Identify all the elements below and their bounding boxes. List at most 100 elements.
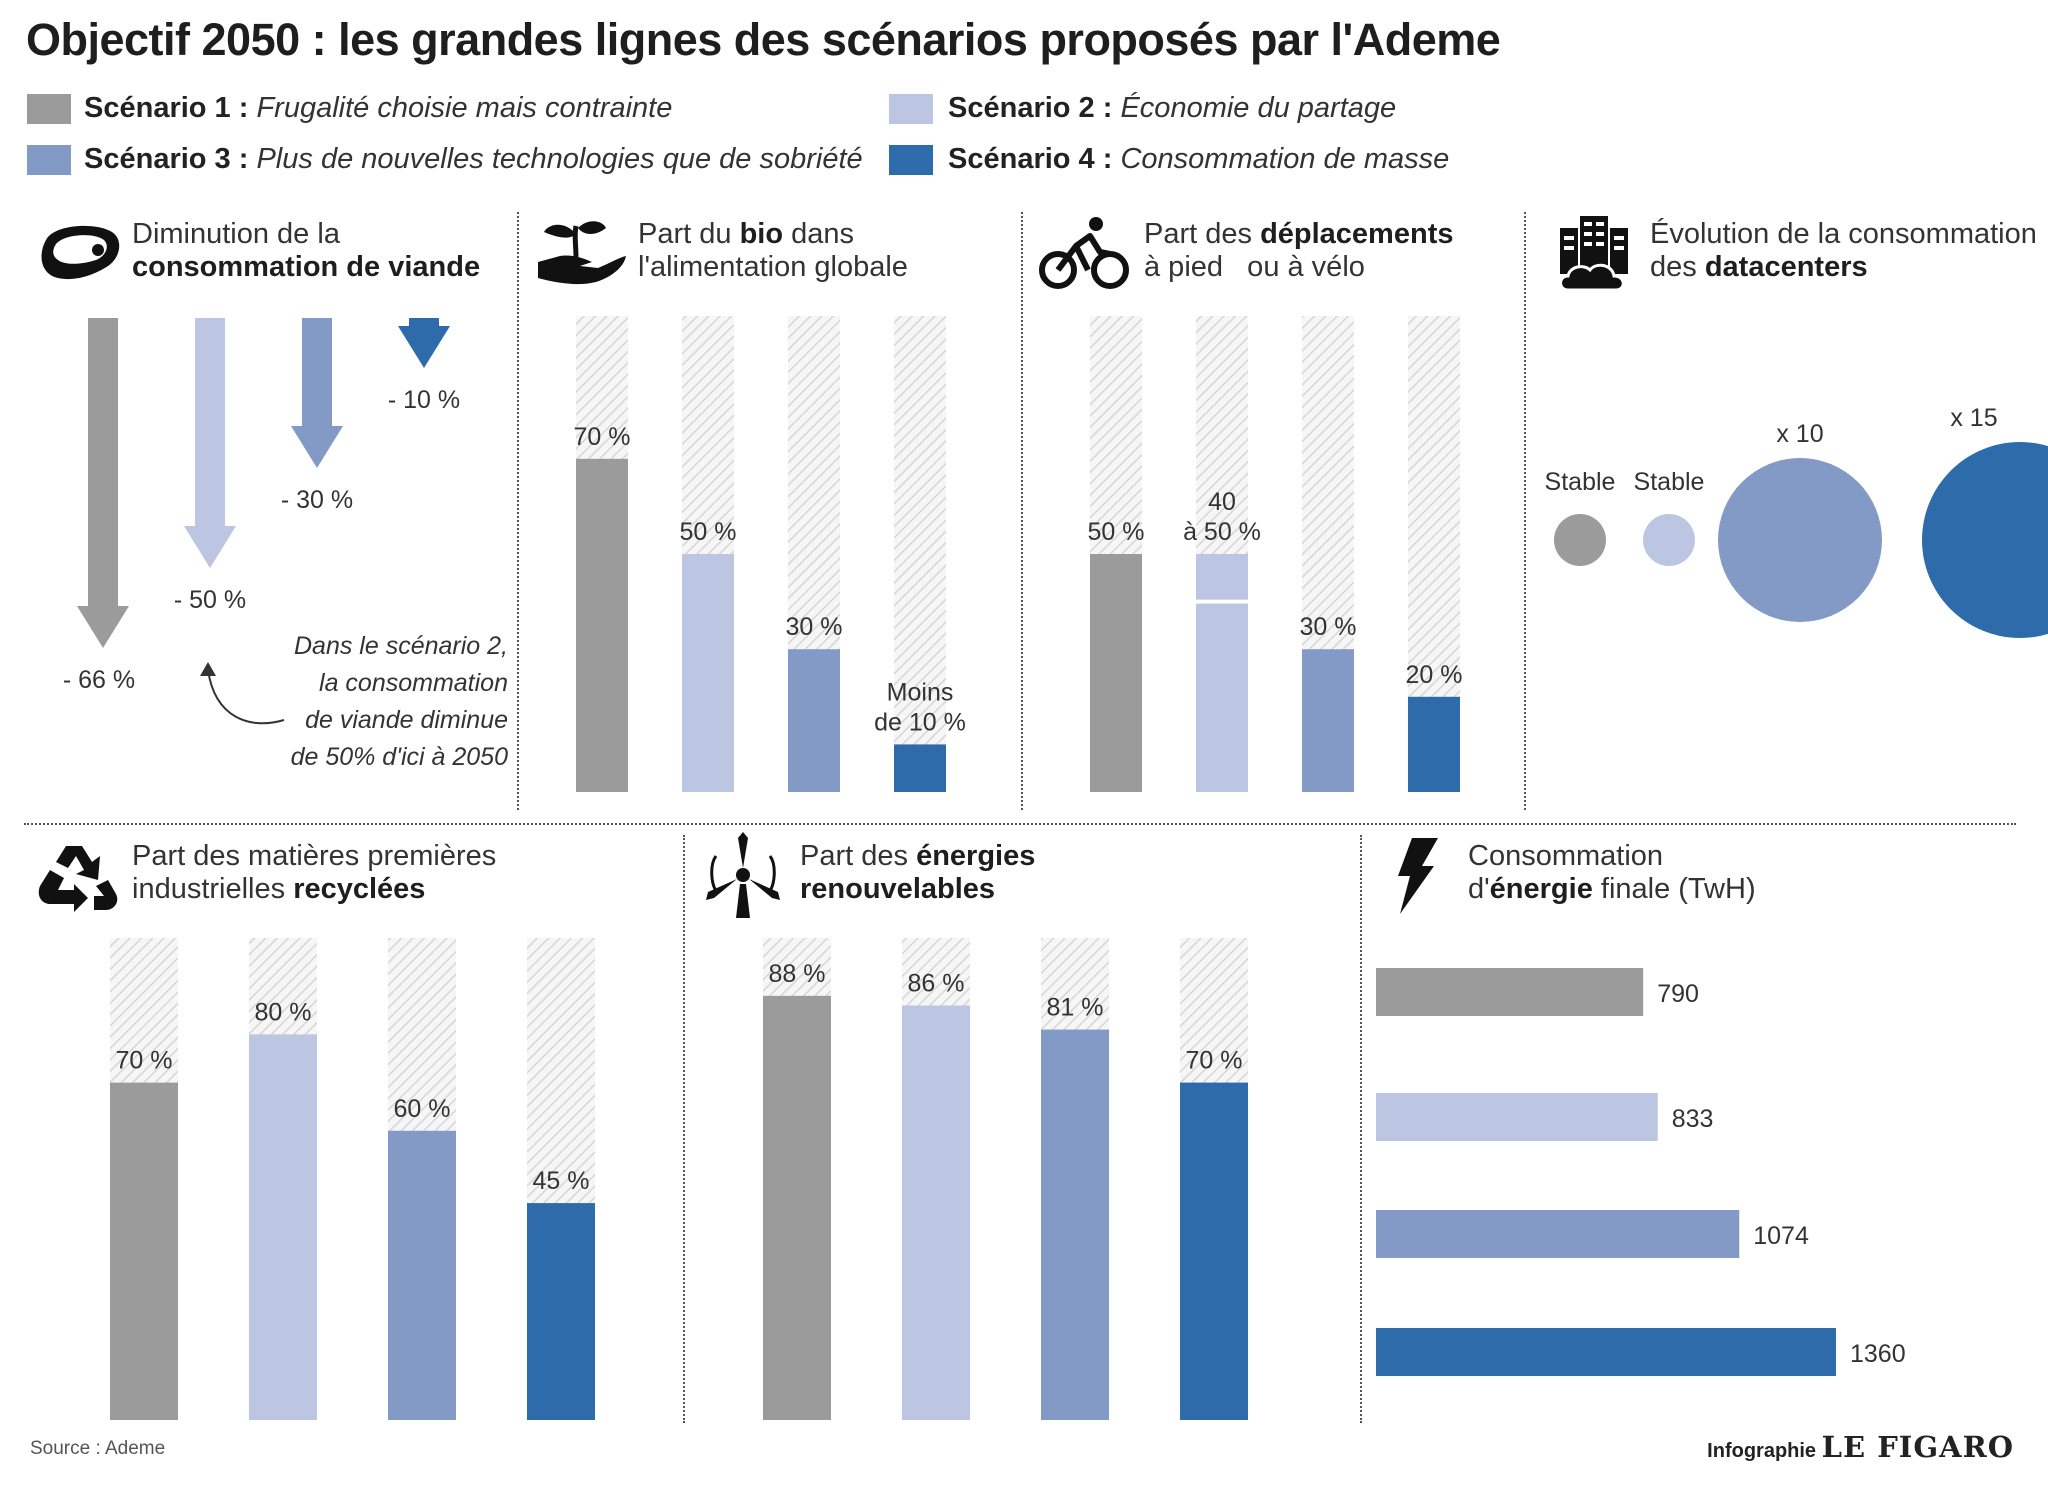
bar bbox=[249, 1034, 317, 1420]
legend-swatch-s1 bbox=[27, 94, 71, 124]
bar-label: 40 bbox=[1208, 488, 1236, 516]
hbar bbox=[1376, 968, 1644, 1016]
lightning-icon bbox=[1398, 838, 1438, 914]
panel-title-datacenters: Évolution de la consommation des datacent… bbox=[1650, 218, 2037, 283]
chart-energies: 88 % 86 % 81 % 70 % bbox=[763, 938, 1248, 1420]
hbar-label: 1360 bbox=[1850, 1340, 1906, 1368]
bar-label: 81 % bbox=[1047, 994, 1104, 1022]
separator bbox=[1021, 212, 1023, 810]
legend-item-s2: Scénario 2 : Économie du partage bbox=[948, 92, 1397, 124]
bar-label: 70 % bbox=[116, 1047, 173, 1075]
bar bbox=[1090, 554, 1142, 792]
panel-title-bio: Part du bio dans l'alimentation globale bbox=[638, 218, 908, 283]
panel-title-recyclees: Part des matières premières industrielles… bbox=[132, 840, 497, 905]
datacenter-label: x 15 bbox=[1950, 404, 1997, 432]
bar-label: 70 % bbox=[574, 423, 631, 451]
note-scenario-2: Dans le scénario 2, la consommation de via… bbox=[290, 632, 508, 771]
note-arrow bbox=[207, 669, 285, 725]
plant-hand-icon bbox=[538, 221, 626, 285]
bar-label: à 50 % bbox=[1183, 518, 1261, 546]
separator bbox=[517, 212, 519, 810]
meat-arrow bbox=[398, 318, 450, 368]
bicycle-icon bbox=[1039, 217, 1129, 289]
panel-title-viande: Diminution de la consommation de viande bbox=[132, 218, 481, 283]
bar bbox=[682, 554, 734, 792]
bar bbox=[788, 649, 840, 792]
bar-range-divider bbox=[1196, 599, 1248, 604]
datacenter-circle bbox=[1922, 442, 2048, 638]
separator bbox=[24, 823, 2016, 825]
chart-deplacements: 50 % 40à 50 % 30 % 20 % bbox=[1088, 316, 1463, 792]
bar bbox=[388, 1130, 456, 1420]
bar bbox=[894, 744, 946, 792]
wind-turbine-icon bbox=[706, 832, 780, 918]
bar-label: 70 % bbox=[1186, 1047, 1243, 1075]
datacenter-circle bbox=[1718, 458, 1882, 622]
hbar-label: 833 bbox=[1672, 1105, 1714, 1133]
datacenter-label: x 10 bbox=[1776, 420, 1823, 448]
bar-label: 20 % bbox=[1406, 661, 1463, 689]
hbar-label: 790 bbox=[1657, 980, 1699, 1008]
chart-recyclees: 70 % 80 % 60 % 45 % bbox=[110, 938, 595, 1420]
credit: Infographie LE FIGARO bbox=[1707, 1430, 2014, 1464]
bar-label: 50 % bbox=[1088, 518, 1145, 546]
meat-label: - 30 % bbox=[281, 486, 353, 514]
datacenter-circle bbox=[1643, 514, 1695, 566]
bar-label: 45 % bbox=[533, 1167, 590, 1195]
panel-title-energies: Part des énergies renouvelables bbox=[800, 840, 1036, 905]
separator bbox=[683, 835, 685, 1423]
bar bbox=[576, 458, 628, 792]
bar-track bbox=[894, 316, 946, 792]
legend-swatch-s2 bbox=[889, 94, 933, 124]
chart-datacenters: Stable Stable x 10 x 15 bbox=[1545, 404, 2048, 638]
source: Source : Ademe bbox=[30, 1438, 166, 1459]
meat-label: - 50 % bbox=[174, 586, 246, 614]
meat-arrow bbox=[184, 318, 236, 568]
bar-label: 86 % bbox=[908, 969, 965, 997]
chart-energie-finale: 790 833 1074 1360 bbox=[1376, 968, 1906, 1376]
recycle-icon bbox=[38, 846, 118, 912]
legend-swatch-s3 bbox=[27, 145, 71, 175]
page-title: Objectif 2050 : les grandes lignes des s… bbox=[26, 14, 1501, 65]
bar-label: 60 % bbox=[394, 1095, 451, 1123]
datacenter-icon bbox=[1559, 216, 1628, 292]
bar bbox=[1302, 649, 1354, 792]
meat-arrow bbox=[291, 318, 343, 468]
bar-label: 30 % bbox=[1300, 613, 1357, 641]
panel-title-deplacements: Part des déplacements à pied ou à vélo bbox=[1144, 218, 1454, 283]
bar bbox=[1180, 1082, 1248, 1420]
bar bbox=[1041, 1029, 1109, 1420]
bar bbox=[902, 1005, 970, 1420]
bar bbox=[110, 1082, 178, 1420]
steak-icon bbox=[41, 225, 120, 280]
legend-item-s1: Scénario 1 : Frugalité choisie mais cont… bbox=[84, 92, 673, 124]
datacenter-label: Stable bbox=[1634, 468, 1705, 496]
hbar bbox=[1376, 1328, 1836, 1376]
bar bbox=[527, 1203, 595, 1420]
hbar-label: 1074 bbox=[1753, 1222, 1809, 1250]
meat-label: - 66 % bbox=[63, 666, 135, 694]
bar-label: 88 % bbox=[769, 960, 826, 988]
chart-viande: - 66 % - 50 % - 30 % - 10 % bbox=[63, 318, 460, 725]
separator bbox=[1360, 835, 1362, 1423]
bar bbox=[1196, 554, 1248, 792]
hbar bbox=[1376, 1093, 1658, 1141]
note-arrow-head bbox=[200, 662, 216, 676]
bar-label: 80 % bbox=[255, 998, 312, 1026]
figaro-logo: LE FIGARO bbox=[1821, 1430, 2014, 1464]
bar-label: 50 % bbox=[680, 518, 737, 546]
bar bbox=[1408, 696, 1460, 792]
bar-label: Moins bbox=[887, 678, 954, 706]
legend-swatch-s4 bbox=[889, 145, 933, 175]
meat-arrow bbox=[77, 318, 129, 648]
datacenter-label: Stable bbox=[1545, 468, 1616, 496]
datacenter-circle bbox=[1554, 514, 1606, 566]
legend-item-s4: Scénario 4 : Consommation de masse bbox=[948, 143, 1450, 175]
bar-label: 30 % bbox=[786, 613, 843, 641]
panel-title-energie-finale: Consommation d'énergie finale (TwH) bbox=[1468, 840, 1756, 905]
meat-label: - 10 % bbox=[388, 386, 460, 414]
legend-item-s3: Scénario 3 : Plus de nouvelles technolog… bbox=[84, 143, 863, 175]
bar bbox=[763, 995, 831, 1420]
hbar bbox=[1376, 1210, 1740, 1258]
